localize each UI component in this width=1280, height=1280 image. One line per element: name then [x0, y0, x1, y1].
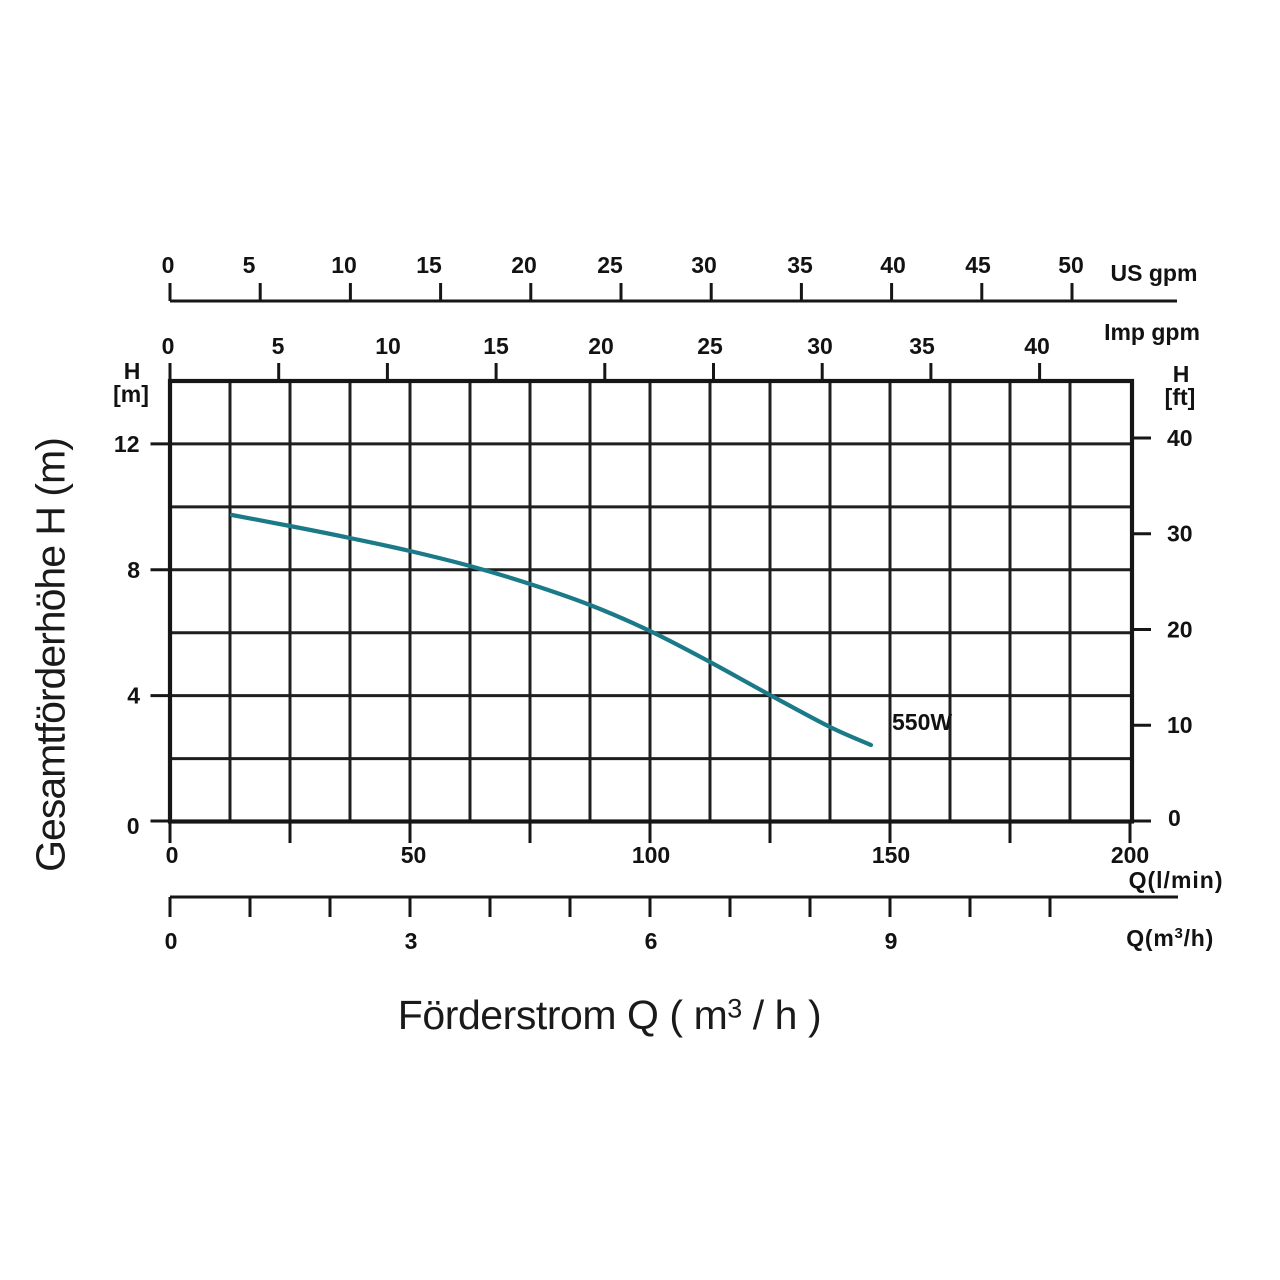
svg-text:4: 4	[127, 683, 140, 709]
svg-text:25: 25	[597, 252, 623, 278]
svg-text:15: 15	[416, 252, 442, 278]
svg-text:8: 8	[127, 557, 140, 583]
svg-text:200: 200	[1111, 842, 1149, 868]
svg-text:[ft]: [ft]	[1165, 384, 1196, 410]
svg-text:Förderstrom Q ( m3 / h ): Förderstrom Q ( m3 / h )	[398, 992, 821, 1038]
svg-text:Gesamtförderhöhe H (m): Gesamtförderhöhe H (m)	[28, 438, 74, 872]
svg-text:40: 40	[1024, 333, 1050, 359]
svg-text:0: 0	[162, 252, 175, 278]
svg-text:50: 50	[401, 842, 427, 868]
svg-text:US gpm: US gpm	[1111, 260, 1198, 286]
svg-text:0: 0	[127, 813, 140, 839]
svg-text:40: 40	[880, 252, 906, 278]
svg-text:25: 25	[697, 333, 723, 359]
svg-text:35: 35	[909, 333, 935, 359]
svg-text:45: 45	[965, 252, 991, 278]
svg-text:50: 50	[1058, 252, 1084, 278]
svg-text:40: 40	[1167, 425, 1193, 451]
svg-text:0: 0	[165, 928, 178, 954]
svg-text:150: 150	[872, 842, 910, 868]
svg-text:30: 30	[1167, 521, 1193, 547]
svg-text:5: 5	[243, 252, 256, 278]
svg-text:30: 30	[807, 333, 833, 359]
svg-text:10: 10	[375, 333, 401, 359]
svg-text:Q(m3/h): Q(m3/h)	[1126, 925, 1214, 951]
svg-text:30: 30	[691, 252, 717, 278]
svg-text:H: H	[1173, 361, 1190, 387]
svg-text:100: 100	[632, 842, 670, 868]
svg-text:3: 3	[405, 928, 418, 954]
svg-text:10: 10	[1167, 712, 1193, 738]
svg-text:H: H	[124, 358, 141, 384]
svg-text:9: 9	[885, 928, 898, 954]
svg-text:Imp gpm: Imp gpm	[1104, 319, 1200, 345]
svg-text:10: 10	[331, 252, 357, 278]
svg-text:[m]: [m]	[113, 381, 149, 407]
svg-text:6: 6	[645, 928, 658, 954]
svg-text:20: 20	[588, 333, 614, 359]
svg-text:5: 5	[272, 333, 285, 359]
svg-text:20: 20	[1167, 617, 1193, 643]
svg-text:0: 0	[162, 333, 175, 359]
svg-text:0: 0	[1168, 805, 1181, 831]
svg-text:Q(l/min): Q(l/min)	[1129, 867, 1224, 893]
svg-text:20: 20	[511, 252, 537, 278]
svg-text:550W: 550W	[892, 709, 952, 735]
svg-text:35: 35	[787, 252, 813, 278]
svg-text:0: 0	[166, 842, 179, 868]
svg-text:12: 12	[114, 431, 140, 457]
svg-text:15: 15	[483, 333, 509, 359]
